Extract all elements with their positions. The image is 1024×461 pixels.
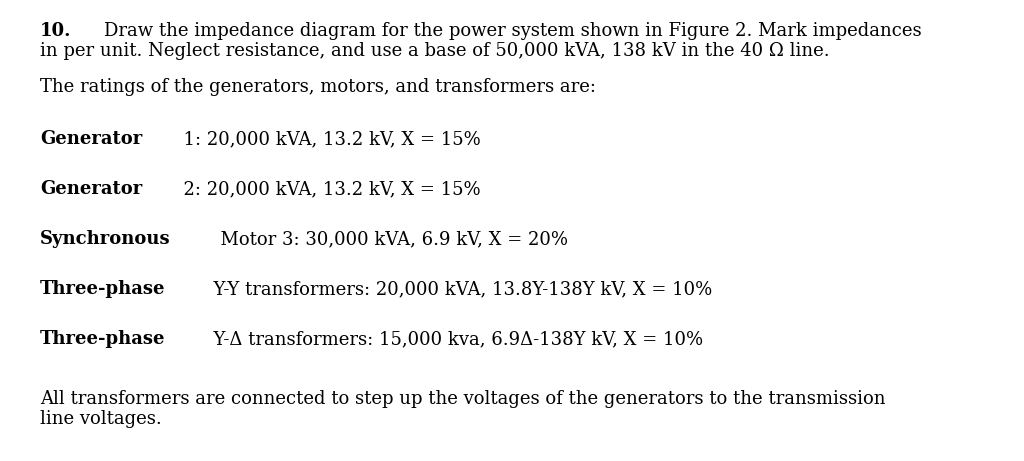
Text: line voltages.: line voltages.	[40, 410, 162, 428]
Text: 2: 20,000 kVA, 13.2 kV, X = 15%: 2: 20,000 kVA, 13.2 kV, X = 15%	[172, 180, 480, 198]
Text: All transformers are connected to step up the voltages of the generators to the : All transformers are connected to step u…	[40, 390, 886, 408]
Text: 1: 20,000 kVA, 13.2 kV, X = 15%: 1: 20,000 kVA, 13.2 kV, X = 15%	[172, 130, 480, 148]
Text: Y-Y transformers: 20,000 kVA, 13.8Y-138Y kV, X = 10%: Y-Y transformers: 20,000 kVA, 13.8Y-138Y…	[202, 280, 712, 298]
Text: in per unit. Neglect resistance, and use a base of 50,000 kVA, 138 kV in the 40 : in per unit. Neglect resistance, and use…	[40, 42, 829, 60]
Text: Synchronous: Synchronous	[40, 230, 171, 248]
Text: Generator: Generator	[40, 130, 142, 148]
Text: Draw the impedance diagram for the power system shown in Figure 2. Mark impedanc: Draw the impedance diagram for the power…	[81, 22, 922, 40]
Text: Motor 3: 30,000 kVA, 6.9 kV, X = 20%: Motor 3: 30,000 kVA, 6.9 kV, X = 20%	[209, 230, 567, 248]
Text: Three-phase: Three-phase	[40, 330, 166, 348]
Text: 10.: 10.	[40, 22, 72, 40]
Text: Generator: Generator	[40, 180, 142, 198]
Text: The ratings of the generators, motors, and transformers are:: The ratings of the generators, motors, a…	[40, 78, 596, 96]
Text: Three-phase: Three-phase	[40, 280, 166, 298]
Text: Y-Δ transformers: 15,000 kva, 6.9Δ-138Y kV, X = 10%: Y-Δ transformers: 15,000 kva, 6.9Δ-138Y …	[202, 330, 703, 348]
